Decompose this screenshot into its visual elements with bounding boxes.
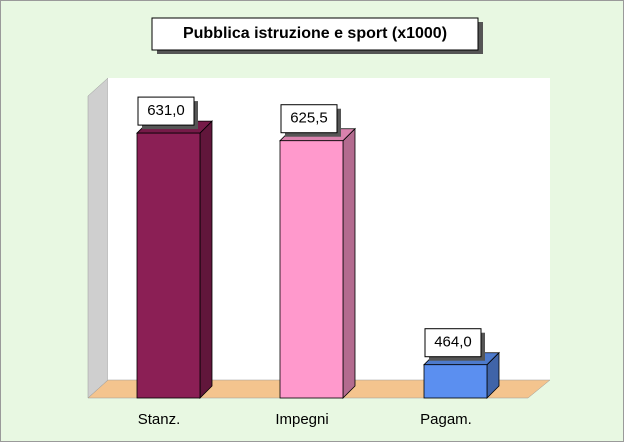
value-label-box (137, 96, 195, 126)
value-label: 625,5 (290, 110, 328, 127)
bar (136, 132, 201, 399)
title-box (151, 17, 479, 51)
value-label: 631,0 (147, 102, 185, 119)
x-tick-label: Pagam. (420, 411, 472, 428)
x-tick-label: Impegni (275, 411, 328, 428)
bar-side (342, 127, 356, 399)
bar-side (199, 120, 213, 399)
value-label-box (424, 328, 482, 358)
bar (423, 364, 488, 399)
x-tick-label: Stanz. (138, 411, 181, 428)
chart-title: Pubblica istruzione e sport (x1000) (183, 25, 447, 42)
value-label: 464,0 (434, 334, 472, 351)
bar (279, 140, 344, 399)
side-wall (87, 77, 109, 399)
value-label-box (280, 104, 338, 134)
